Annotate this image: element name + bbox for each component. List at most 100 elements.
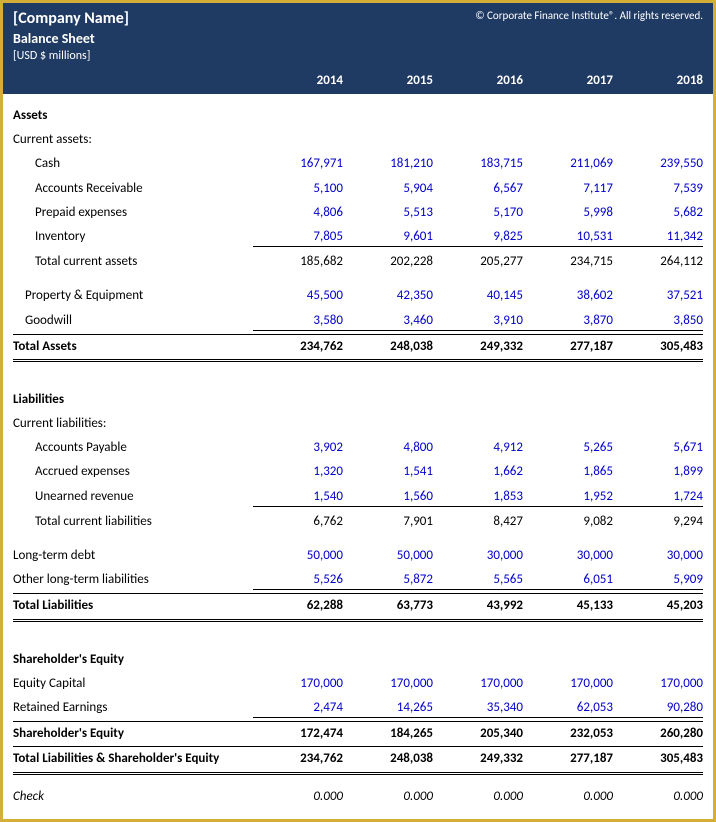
cell: 264,112 xyxy=(613,253,703,271)
equity-section: Shareholder's Equity xyxy=(13,648,703,672)
row-label: Total Liabilities xyxy=(13,597,253,615)
data-row: Other long-term liabilities5,5265,8725,5… xyxy=(13,568,703,593)
cell: 7,901 xyxy=(343,513,433,531)
cell: 277,187 xyxy=(523,338,613,356)
cell: 43,992 xyxy=(433,597,523,615)
data-row: Prepaid expenses4,8065,5135,1705,9985,68… xyxy=(13,201,703,225)
cell: 5,671 xyxy=(613,439,703,457)
row-label: Cash xyxy=(13,155,253,173)
cell: 1,662 xyxy=(433,463,523,481)
cell: 50,000 xyxy=(343,547,433,565)
cell: 62,288 xyxy=(253,597,343,615)
cell: 8,427 xyxy=(433,513,523,531)
cell: 11,342 xyxy=(613,228,703,247)
cell: 3,460 xyxy=(343,312,433,331)
row-label: Check xyxy=(13,788,253,806)
check-row: Check 0.000 0.000 0.000 0.000 0.000 xyxy=(13,785,703,809)
year-col: 2017 xyxy=(523,73,613,88)
cell: 0.000 xyxy=(253,788,343,806)
cell: 183,715 xyxy=(433,155,523,173)
section-label: Liabilities xyxy=(13,391,253,409)
header: [Company Name] © Corporate Finance Insti… xyxy=(3,3,713,69)
data-row: Accounts Receivable5,1005,9046,5677,1177… xyxy=(13,177,703,201)
cell: 5,513 xyxy=(343,204,433,222)
currency-unit: [USD $ millions] xyxy=(13,49,703,63)
cell: 1,724 xyxy=(613,488,703,507)
section-label: Assets xyxy=(13,107,253,125)
cell: 170,000 xyxy=(613,675,703,693)
cell: 5,872 xyxy=(343,571,433,590)
cell: 3,870 xyxy=(523,312,613,331)
cell: 5,565 xyxy=(433,571,523,590)
cell: 170,000 xyxy=(253,675,343,693)
cell: 234,762 xyxy=(253,338,343,356)
cell: 0.000 xyxy=(613,788,703,806)
cell: 170,000 xyxy=(343,675,433,693)
row-label: Accrued expenses xyxy=(13,463,253,481)
cell: 232,053 xyxy=(523,725,613,743)
cell: 239,550 xyxy=(613,155,703,173)
cell: 4,806 xyxy=(253,204,343,222)
cell: 1,865 xyxy=(523,463,613,481)
cell: 211,069 xyxy=(523,155,613,173)
cell: 30,000 xyxy=(433,547,523,565)
cell: 7,539 xyxy=(613,180,703,198)
total-assets: Total Assets 234,762 248,038 249,332 277… xyxy=(13,334,703,362)
cell: 1,899 xyxy=(613,463,703,481)
cell: 5,170 xyxy=(433,204,523,222)
cell: 185,682 xyxy=(253,253,343,271)
year-header-row: 2014 2015 2016 2017 2018 xyxy=(3,69,713,94)
cell: 45,203 xyxy=(613,597,703,615)
cell: 260,280 xyxy=(613,725,703,743)
cell: 9,294 xyxy=(613,513,703,531)
total-current-liabilities: Total current liabilities 6,762 7,901 8,… xyxy=(13,510,703,534)
cell: 205,277 xyxy=(433,253,523,271)
cell: 6,051 xyxy=(523,571,613,590)
cell: 5,682 xyxy=(613,204,703,222)
cell: 170,000 xyxy=(433,675,523,693)
cell: 5,909 xyxy=(613,571,703,590)
cell: 30,000 xyxy=(613,547,703,565)
cell: 170,000 xyxy=(523,675,613,693)
cell: 1,541 xyxy=(343,463,433,481)
cell: 9,825 xyxy=(433,228,523,247)
cell: 202,228 xyxy=(343,253,433,271)
current-liabilities-label: Current liabilities: xyxy=(13,412,703,436)
cell: 2,474 xyxy=(253,699,343,718)
cell: 248,038 xyxy=(343,338,433,356)
year-label-spacer xyxy=(13,73,253,88)
cell: 40,145 xyxy=(433,287,523,305)
data-row: Equity Capital170,000170,000170,000170,0… xyxy=(13,672,703,696)
cell: 167,971 xyxy=(253,155,343,173)
data-row: Goodwill3,5803,4603,9103,8703,850 xyxy=(13,309,703,334)
cell: 5,526 xyxy=(253,571,343,590)
data-row: Cash167,971181,210183,715211,069239,550 xyxy=(13,152,703,176)
cell: 4,800 xyxy=(343,439,433,457)
year-col: 2015 xyxy=(343,73,433,88)
cell: 45,133 xyxy=(523,597,613,615)
balance-sheet-page: [Company Name] © Corporate Finance Insti… xyxy=(0,0,716,822)
cell: 62,053 xyxy=(523,699,613,718)
cell: 30,000 xyxy=(523,547,613,565)
cell: 1,853 xyxy=(433,488,523,507)
data-row: Long-term debt50,00050,00030,00030,00030… xyxy=(13,544,703,568)
cell: 42,350 xyxy=(343,287,433,305)
cell: 0.000 xyxy=(433,788,523,806)
row-label: Accounts Receivable xyxy=(13,180,253,198)
cell: 1,952 xyxy=(523,488,613,507)
year-col: 2016 xyxy=(433,73,523,88)
row-label: Property & Equipment xyxy=(13,287,253,305)
data-row: Accounts Payable3,9024,8004,9125,2655,67… xyxy=(13,436,703,460)
cell: 234,715 xyxy=(523,253,613,271)
data-row: Retained Earnings2,47414,26535,34062,053… xyxy=(13,696,703,721)
cell: 172,474 xyxy=(253,725,343,743)
row-label: Other long-term liabilities xyxy=(13,571,253,590)
cell: 3,902 xyxy=(253,439,343,457)
cell: 9,601 xyxy=(343,228,433,247)
cell: 7,805 xyxy=(253,228,343,247)
total-current-assets: Total current assets 185,682 202,228 205… xyxy=(13,250,703,274)
subsection-label: Current assets: xyxy=(13,131,253,149)
data-row: Property & Equipment45,50042,35040,14538… xyxy=(13,284,703,308)
data-row: Unearned revenue1,5401,5601,8531,9521,72… xyxy=(13,485,703,510)
cell: 3,850 xyxy=(613,312,703,331)
